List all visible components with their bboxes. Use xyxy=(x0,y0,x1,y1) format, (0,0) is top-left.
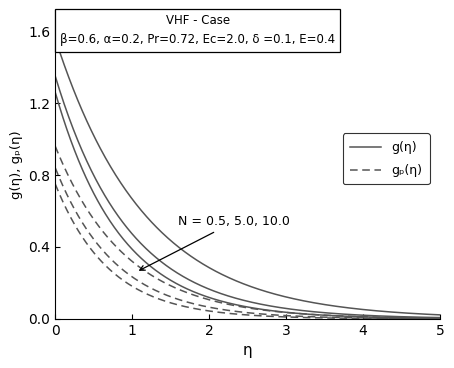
X-axis label: η: η xyxy=(243,343,252,358)
Legend: g(η), gₚ(η): g(η), gₚ(η) xyxy=(343,134,430,184)
Text: VHF - Case
β=0.6, α=0.2, Pr=0.72, Ec=2.0, δ =0.1, E=0.4: VHF - Case β=0.6, α=0.2, Pr=0.72, Ec=2.0… xyxy=(60,14,335,46)
Y-axis label: g(η), gₚ(η): g(η), gₚ(η) xyxy=(10,130,23,199)
Text: N = 0.5, 5.0, 10.0: N = 0.5, 5.0, 10.0 xyxy=(140,215,290,270)
